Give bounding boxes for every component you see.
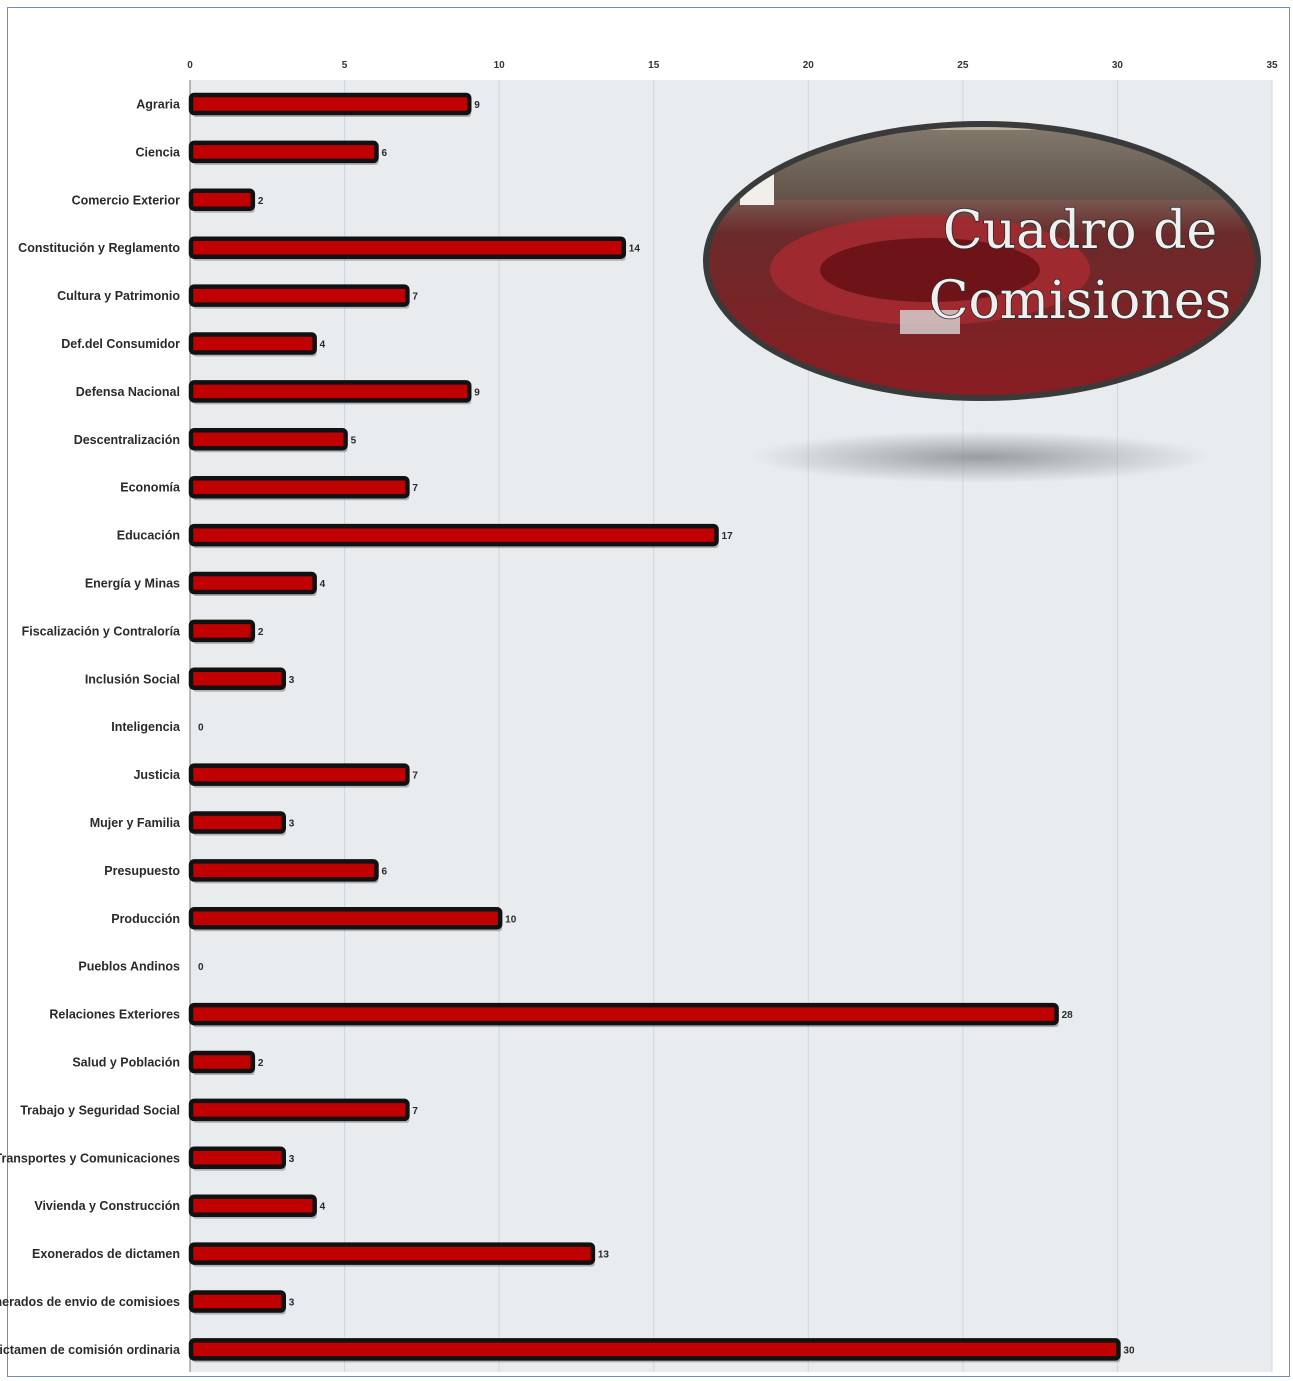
data-label: 2 [258, 196, 264, 207]
bar [188, 1098, 410, 1122]
data-label: 5 [351, 435, 357, 446]
data-label: 6 [381, 866, 387, 877]
category-label: Justicia [133, 768, 181, 782]
bar [188, 763, 410, 786]
data-label: 10 [505, 914, 517, 925]
category-label: Relaciones Exteriores [49, 1008, 180, 1022]
data-label: 30 [1123, 1345, 1135, 1356]
category-label: Inclusión Social [85, 672, 180, 686]
data-label: 17 [722, 531, 734, 542]
x-tick-label: 30 [1112, 60, 1124, 71]
x-tick-label: 35 [1266, 60, 1278, 71]
data-label: 2 [258, 627, 264, 638]
category-label: Educación [117, 529, 180, 543]
category-label: Sin dictamen de comisión ordinaria [0, 1343, 181, 1357]
bar [188, 428, 348, 451]
bar [188, 380, 472, 403]
x-axis-ticks: 0 5 10 15 20 25 30 35 [187, 60, 1278, 71]
data-label: 3 [289, 819, 295, 830]
badge-title-line2: Comisiones [929, 271, 1232, 331]
x-tick-label: 10 [494, 60, 506, 71]
bar [188, 571, 317, 595]
bar [188, 92, 472, 116]
category-label: Agraria [136, 98, 181, 112]
data-label: 7 [412, 771, 418, 782]
category-label: Fiscalización y Contraloría [22, 624, 181, 638]
category-label: Vivienda y Construcción [34, 1199, 180, 1213]
data-label: 14 [629, 244, 641, 255]
category-label: Cultura y Patrimonio [57, 289, 180, 303]
data-label: 4 [320, 340, 326, 351]
data-label: 3 [289, 1154, 295, 1165]
bar [188, 236, 627, 259]
category-label: Energía y Minas [85, 577, 180, 591]
cuadro-de-comisiones-badge: Cuadro de Comisiones [703, 121, 1261, 483]
category-labels: Agraria Ciencia Comercio Exterior Constituc… [0, 98, 181, 1357]
x-tick-label: 20 [803, 60, 815, 71]
category-label: Defensa Nacional [76, 385, 180, 399]
category-label: Ciencia [136, 145, 182, 159]
category-label: Trabajo y Seguridad Social [20, 1103, 180, 1117]
bar [188, 907, 503, 930]
data-label: 6 [381, 148, 387, 159]
bar [188, 859, 379, 882]
x-tick-label: 0 [187, 60, 193, 71]
badge-shadow [750, 431, 1210, 483]
data-label: 7 [412, 1106, 418, 1117]
x-tick-label: 15 [648, 60, 660, 71]
category-label: Exonerados de dictamen [32, 1247, 180, 1261]
bar [188, 1050, 256, 1074]
bar [188, 1002, 1059, 1026]
data-label: 28 [1062, 1010, 1074, 1021]
category-label: Mujer y Familia [90, 816, 181, 830]
data-label: 7 [412, 483, 418, 494]
data-label: 9 [474, 100, 480, 111]
bar [188, 1338, 1121, 1361]
category-label: Inteligencia [111, 720, 181, 734]
category-label: Transportes y Comunicaciones [0, 1151, 180, 1165]
badge-title-line1: Cuadro de [943, 201, 1217, 261]
bar [188, 523, 719, 547]
bars [188, 92, 1121, 1363]
data-label: 3 [289, 675, 295, 686]
data-label: 0 [198, 723, 204, 734]
data-label: 3 [289, 1298, 295, 1309]
data-label: 2 [258, 1058, 264, 1069]
category-label: Presupuesto [104, 864, 180, 878]
data-label: 13 [598, 1250, 610, 1261]
bar [188, 475, 410, 499]
category-label: Economía [120, 481, 181, 495]
bar [188, 667, 286, 691]
badge-photo [709, 127, 1255, 395]
data-label: 0 [198, 962, 204, 973]
category-label: Constitución y Reglamento [18, 241, 180, 255]
category-label: Producción [111, 912, 180, 926]
category-label: Salud y Población [72, 1056, 180, 1070]
bar [188, 811, 286, 834]
data-label: 4 [320, 579, 326, 590]
category-label: Def.del Consumidor [61, 337, 180, 351]
bar [188, 619, 256, 643]
bar [188, 1146, 286, 1170]
bar [188, 188, 256, 212]
data-label: 4 [320, 1202, 326, 1213]
data-label: 7 [412, 292, 418, 303]
bar [188, 1242, 596, 1265]
data-label: 9 [474, 387, 480, 398]
bar [188, 140, 379, 164]
category-label: Pueblos Andinos [78, 960, 180, 974]
category-label: Descentralización [74, 433, 180, 447]
x-tick-label: 25 [957, 60, 969, 71]
bar [188, 1194, 317, 1217]
bar [188, 332, 317, 355]
category-label: Comercio Exterior [72, 193, 181, 207]
bar [188, 284, 410, 307]
category-label: Exonerados de envio de comisioes [0, 1295, 180, 1309]
x-tick-label: 5 [342, 60, 348, 71]
bar [188, 1290, 286, 1313]
